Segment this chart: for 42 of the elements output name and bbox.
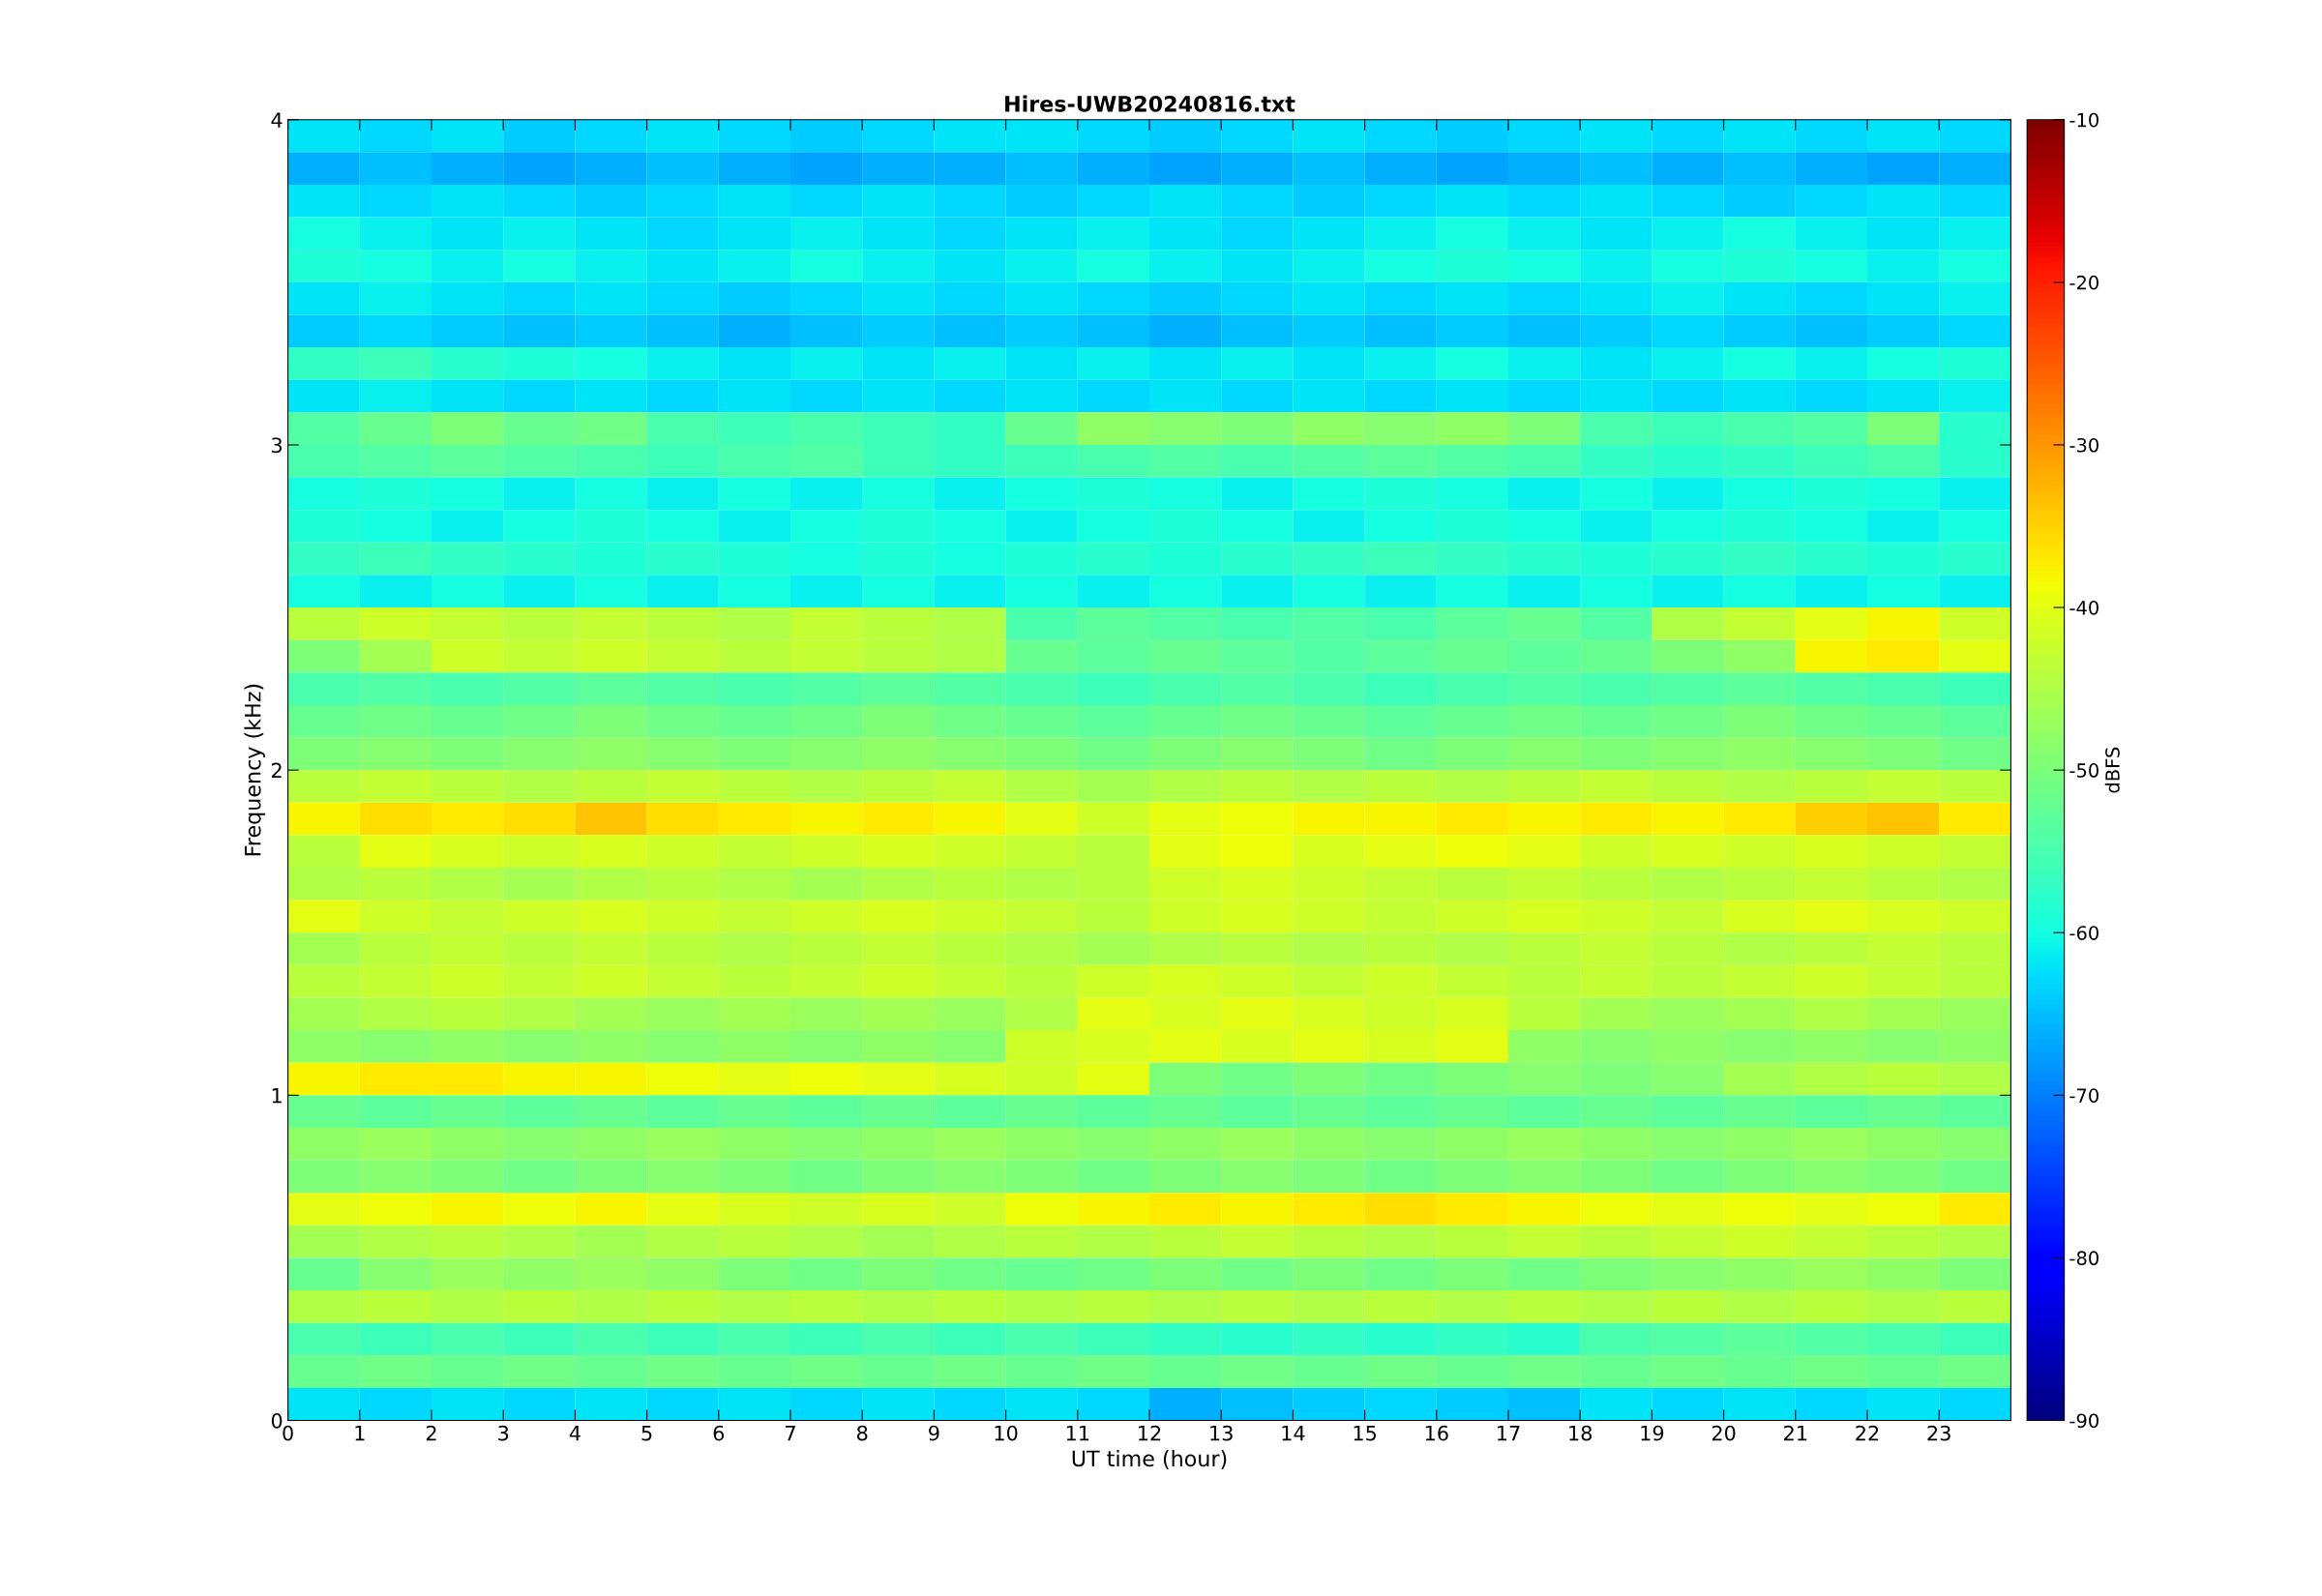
x-tick-label: 21 [1784,1425,1807,1441]
x-tick-label: 20 [1712,1425,1736,1441]
x-tick-label: 6 [713,1425,725,1441]
x-tick-label: 5 [641,1426,652,1441]
y-tick-label: 2 [272,762,282,779]
x-tick-label: 16 [1425,1425,1448,1441]
chart-title: Hires-UWB20240816.txt [1005,95,1295,112]
x-tick-label: 17 [1498,1426,1520,1441]
x-tick-label: 18 [1569,1425,1593,1441]
x-axis-title: UT time (hour) [1072,1450,1227,1469]
color-bar-label: -90 [2069,1413,2099,1429]
x-tick-label: 0 [283,1425,293,1441]
y-axis-title: Frequency (kHz) [244,684,265,856]
x-tick-label: 7 [786,1426,795,1441]
color-bar-label: -80 [2069,1251,2099,1266]
x-tick-label: 15 [1354,1426,1377,1441]
color-bar-label: -30 [2069,437,2099,453]
color-bar-label: -50 [2069,763,2099,778]
x-tick-label: 2 [426,1425,436,1441]
x-tick-label: 11 [1066,1426,1089,1441]
x-tick-label: 3 [498,1425,509,1441]
y-tick-label: 0 [271,1412,283,1429]
x-tick-label: 4 [569,1426,580,1441]
y-tick-label: 4 [271,112,283,128]
y-tick-label: 3 [272,437,283,454]
x-tick-label: 14 [1282,1426,1305,1441]
x-tick-label: 1 [355,1426,365,1441]
color-bar-label: -10 [2069,112,2099,128]
color-bar-label: -60 [2069,926,2099,940]
x-tick-label: 19 [1641,1425,1664,1441]
x-tick-label: 9 [929,1425,939,1441]
color-bar-label: -20 [2069,275,2099,290]
x-tick-label: 8 [856,1425,868,1441]
x-tick-label: 10 [995,1425,1018,1441]
color-bar-label: -40 [2069,600,2099,615]
x-tick-label: 13 [1210,1425,1233,1441]
x-tick-label: 22 [1856,1425,1879,1441]
x-tick-label: 23 [1927,1425,1950,1441]
color-bar-label: -70 [2069,1088,2099,1103]
color-bar-title: dBFS [2104,747,2120,793]
y-tick-label: 1 [272,1088,282,1104]
x-tick-label: 12 [1139,1425,1161,1441]
